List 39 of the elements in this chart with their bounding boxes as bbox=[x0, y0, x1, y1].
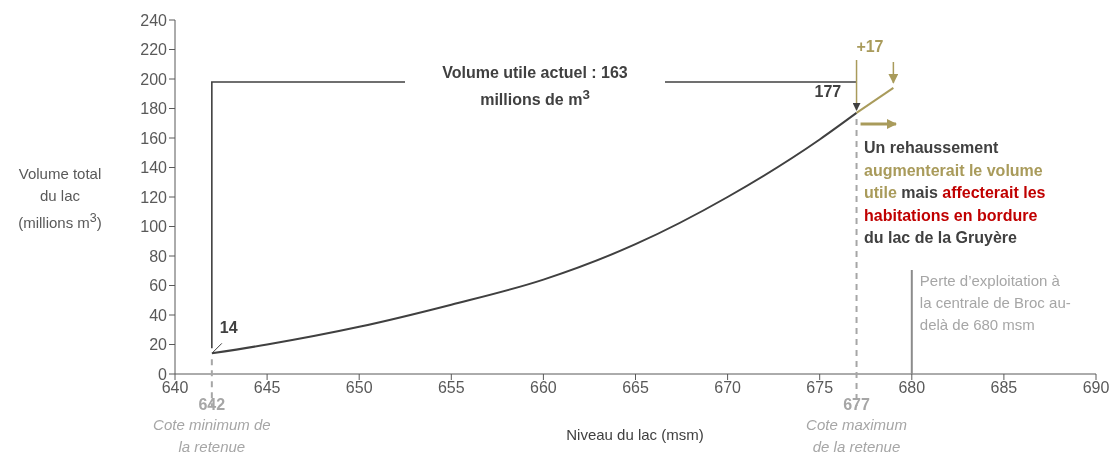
ref-line-label: 677 Cote maximum de la retenue bbox=[805, 396, 908, 457]
annotation: +17 bbox=[856, 38, 884, 56]
y-tick-label: 240 bbox=[140, 11, 168, 29]
ref-line-label: Perte d’exploitation à la centrale de Broc au-delà de 680 msm bbox=[919, 271, 1072, 335]
y-tick-label: 180 bbox=[140, 100, 168, 118]
y-tick-label: 200 bbox=[140, 70, 168, 88]
x-tick-label: 650 bbox=[345, 379, 373, 397]
annotation: mais bbox=[901, 184, 938, 201]
x-tick-label: 660 bbox=[530, 379, 557, 397]
annotation: 14 bbox=[219, 319, 238, 338]
annotation: utile bbox=[864, 184, 897, 201]
x-tick-label: 645 bbox=[253, 379, 281, 397]
y-tick-label: 40 bbox=[149, 306, 168, 324]
y-tick-label: 220 bbox=[140, 41, 168, 59]
y-tick-label: 100 bbox=[140, 218, 168, 236]
x-tick-label: 655 bbox=[437, 379, 465, 397]
annotation: Un rehaussement bbox=[864, 139, 999, 156]
annotation: augmenterait le volume bbox=[864, 161, 1043, 179]
y-tick-label: 60 bbox=[149, 277, 168, 295]
annotation: affecterait les bbox=[942, 184, 1046, 201]
x-tick-label: 685 bbox=[990, 379, 1018, 397]
y-tick-label: 140 bbox=[140, 159, 168, 177]
x-tick-label: 675 bbox=[806, 379, 834, 397]
annotation: du lac de la Gruyère bbox=[864, 229, 1017, 246]
x-axis-title: Niveau du lac (msm) bbox=[565, 426, 705, 443]
y-axis-title: Volume total du lac (millions m$^{3}$) bbox=[17, 164, 103, 233]
annotation: 177 bbox=[814, 82, 842, 101]
y-tick-label: 20 bbox=[149, 336, 168, 354]
ref-line-label: 642 Cote minimum de la retenue bbox=[152, 396, 272, 457]
annotation: habitations en bordure bbox=[864, 206, 1038, 224]
y-tick-label: 160 bbox=[140, 129, 168, 147]
y-tick-label: 120 bbox=[140, 188, 168, 206]
y-tick-label: 80 bbox=[149, 247, 168, 265]
x-tick-label: 680 bbox=[898, 379, 926, 397]
x-tick-label: 670 bbox=[714, 379, 742, 397]
x-tick-label: 640 bbox=[161, 379, 189, 397]
annotation: Volume utile actuel : 163 millions de m$^{3}$ bbox=[441, 63, 629, 111]
x-tick-label: 665 bbox=[622, 379, 649, 397]
x-tick-label: 690 bbox=[1082, 379, 1110, 397]
